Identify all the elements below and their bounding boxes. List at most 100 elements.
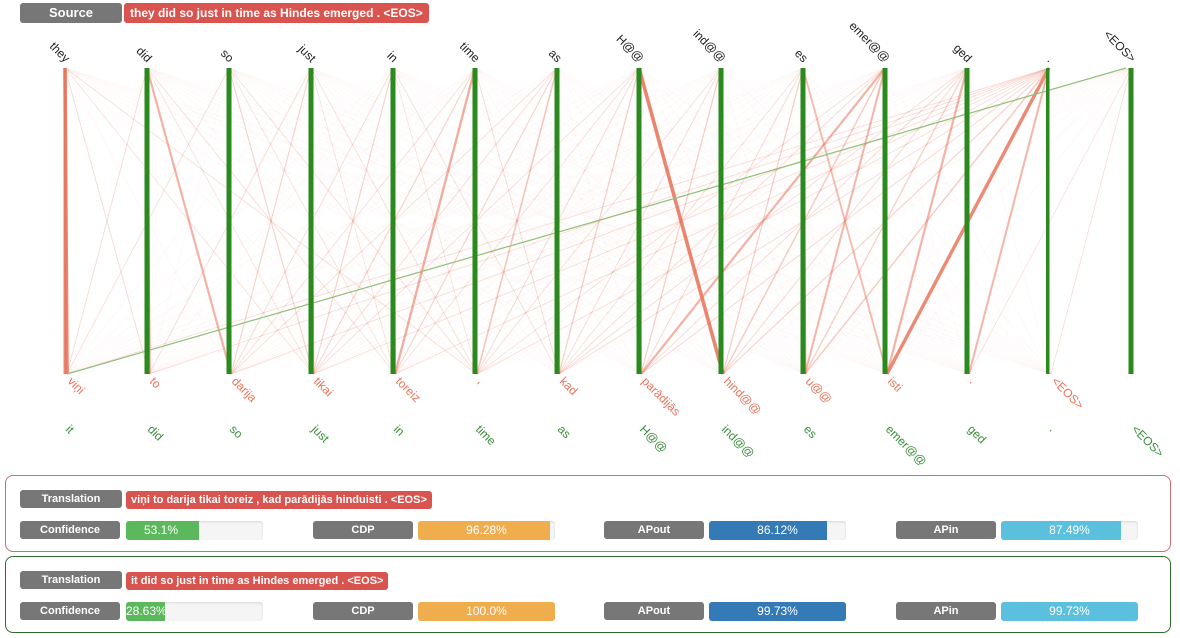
reference-token: just bbox=[308, 422, 332, 446]
source-token: emer@@ bbox=[846, 19, 892, 65]
attention-edge-faint bbox=[968, 67, 1050, 375]
reference-token: emer@@ bbox=[883, 422, 929, 468]
apin-label: APin bbox=[896, 602, 996, 620]
source-token: es bbox=[792, 46, 811, 65]
target-token: kad bbox=[557, 374, 581, 398]
target-token: u@@ bbox=[803, 374, 835, 406]
target-token: . bbox=[967, 374, 979, 386]
attention-edge bbox=[476, 67, 558, 375]
attention-edge-faint bbox=[228, 67, 478, 375]
attention-edge-faint bbox=[66, 67, 476, 375]
attention-edge-faint bbox=[230, 67, 476, 375]
source-sentence[interactable]: they did so just in time as Hindes emerg… bbox=[124, 3, 429, 23]
reference-token: did bbox=[145, 422, 166, 443]
apin-bar: 99.73% bbox=[1001, 602, 1138, 621]
attention-edge-faint bbox=[802, 67, 888, 375]
attention-edge-faint bbox=[638, 67, 1052, 375]
attention-edge bbox=[967, 67, 1051, 375]
attention-edge-faint bbox=[148, 67, 1050, 375]
attention-edge bbox=[394, 67, 640, 375]
apout-label: APout bbox=[604, 521, 704, 539]
target-tokens: viņi to darija tikai toreiz, kad parādijās hind… bbox=[65, 374, 1087, 418]
apout-fill bbox=[709, 521, 827, 540]
confidence-fill bbox=[126, 602, 166, 621]
attention-edge bbox=[474, 67, 560, 375]
attention-edge-faint bbox=[64, 67, 970, 375]
target-token: parādijās bbox=[639, 374, 683, 418]
translation-text[interactable]: viņi to darija tikai toreiz , kad parādi… bbox=[126, 491, 432, 509]
attention-edge-faint bbox=[228, 67, 970, 375]
alignment-bar bbox=[964, 68, 970, 374]
attention-edge-faint bbox=[66, 67, 640, 375]
translation-label: Translation bbox=[20, 571, 122, 589]
target-token: , bbox=[475, 374, 487, 386]
reference-token: ind@@ bbox=[719, 422, 757, 460]
alignment-bars bbox=[63, 68, 1134, 374]
apin-fill bbox=[1001, 602, 1138, 621]
reference-token: as bbox=[555, 422, 574, 441]
attention-edge bbox=[64, 67, 314, 375]
cdp-fill bbox=[418, 521, 550, 540]
alignment-bar bbox=[144, 68, 150, 374]
attention-edge-faint bbox=[310, 67, 396, 375]
translation-panel-1: Translation viņi to darija tikai toreiz … bbox=[5, 475, 1171, 552]
attention-edge bbox=[312, 67, 1050, 375]
eos-alignment-link bbox=[66, 67, 1127, 375]
attention-edge bbox=[640, 67, 886, 375]
alignment-bar bbox=[390, 68, 396, 374]
cdp-fill bbox=[418, 602, 555, 621]
attention-edge bbox=[64, 67, 478, 375]
source-tokens: they did so just in time as H@@ ind@@ es emer@@ ged… bbox=[47, 19, 1139, 66]
alignment-bar bbox=[882, 68, 888, 374]
alignment-bar bbox=[1128, 68, 1134, 374]
attention-edge bbox=[393, 67, 477, 375]
attention-edge bbox=[558, 67, 968, 375]
reference-token: time bbox=[473, 422, 499, 448]
attention-edge-faint bbox=[310, 67, 888, 375]
source-token: ind@@ bbox=[690, 27, 728, 65]
attention-edge-faint bbox=[556, 67, 642, 375]
attention-edge-faint bbox=[64, 67, 150, 375]
attention-edge-faint bbox=[146, 67, 888, 375]
attention-edges bbox=[63, 67, 1132, 375]
attention-edge bbox=[476, 67, 1050, 375]
alignment-bar bbox=[226, 68, 232, 374]
translation-panel-2: Translation it did so just in time as Hi… bbox=[5, 556, 1171, 633]
attention-edge bbox=[312, 67, 558, 375]
attention-edge-faint bbox=[312, 67, 394, 375]
attention-edge-faint bbox=[722, 67, 968, 375]
attention-edge-faint bbox=[148, 67, 394, 375]
confidence-label: Confidence bbox=[20, 602, 120, 620]
attention-edge-faint bbox=[394, 67, 640, 375]
apin-label: APin bbox=[896, 521, 996, 539]
attention-edge-faint bbox=[228, 67, 314, 375]
apout-value: 86.12% bbox=[757, 523, 798, 537]
attention-edge-faint bbox=[148, 67, 886, 375]
source-token: ged bbox=[951, 41, 975, 65]
reference-token: H@@ bbox=[637, 422, 670, 455]
apin-value: 99.73% bbox=[1049, 604, 1090, 618]
attention-edge-faint bbox=[146, 67, 396, 375]
attention-edge bbox=[392, 67, 478, 375]
apout-bar: 99.73% bbox=[709, 602, 846, 621]
alignment-bar bbox=[63, 68, 67, 374]
source-token: in bbox=[384, 49, 401, 66]
alignment-bar bbox=[308, 68, 314, 374]
alignment-bar bbox=[1047, 68, 1050, 374]
target-token: isti bbox=[885, 374, 905, 394]
confidence-bar: 53.1% bbox=[126, 521, 263, 540]
cdp-value: 100.0% bbox=[466, 604, 507, 618]
attention-edge bbox=[722, 67, 804, 375]
translation-text[interactable]: it did so just in time as Hindes emerged… bbox=[126, 572, 389, 590]
attention-edge bbox=[640, 67, 1050, 375]
attention-edge bbox=[146, 67, 396, 375]
cdp-label: CDP bbox=[313, 521, 413, 539]
attention-edge bbox=[558, 67, 804, 375]
attention-edge bbox=[476, 67, 886, 375]
attention-edge bbox=[66, 67, 148, 375]
confidence-label: Confidence bbox=[20, 521, 120, 539]
source-token: . bbox=[1045, 53, 1057, 65]
source-token: just bbox=[295, 41, 319, 65]
source-token: they bbox=[47, 39, 73, 65]
target-token: <EOS> bbox=[1049, 374, 1087, 412]
